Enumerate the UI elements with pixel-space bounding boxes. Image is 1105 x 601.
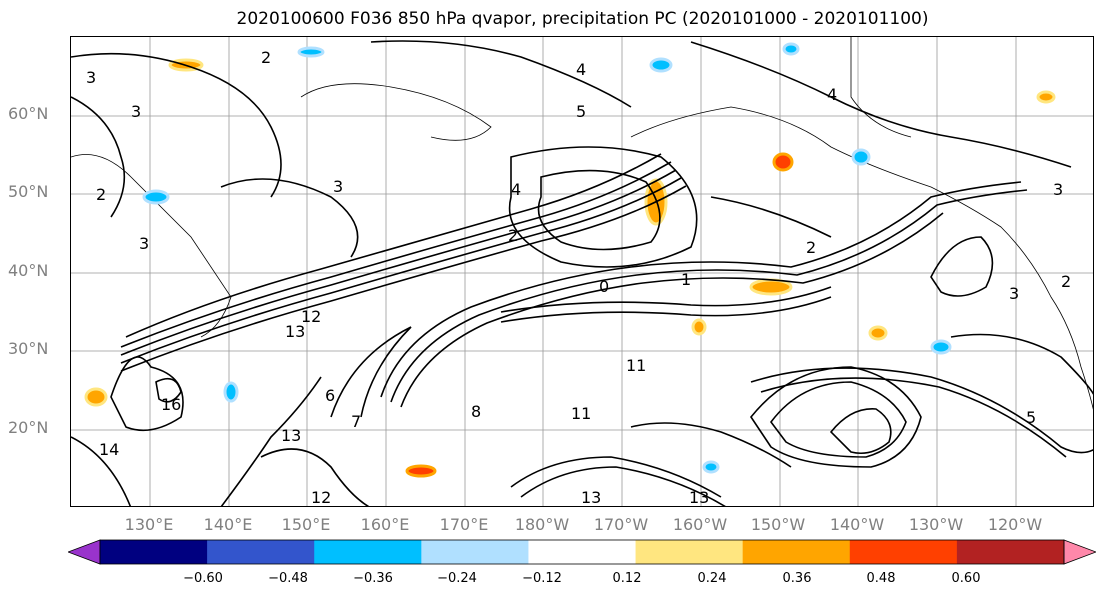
colorbar-segment — [99, 539, 1065, 565]
contour-label: 13 — [285, 322, 305, 341]
coastlines — [71, 37, 1093, 410]
colorbar-segment — [956, 540, 1065, 564]
contour-label: 12 — [311, 488, 331, 507]
colorbar-segment — [742, 540, 851, 564]
colorbar-segment — [1063, 539, 1098, 565]
contour-label: 3 — [86, 68, 96, 87]
contour-label: 4 — [511, 180, 521, 199]
contour-label: 13 — [689, 488, 709, 507]
colorbar-tick: −0.36 — [353, 571, 393, 586]
colorbar-tick: −0.12 — [522, 571, 562, 586]
lon-label: 170°E — [439, 515, 489, 534]
contour-label: 5 — [576, 102, 586, 121]
contour-labels: 2 3 3 4 3 2 3 4 2 0 1 2 3 4 5 12 13 11 8… — [86, 48, 1071, 507]
colorbar-segment — [528, 540, 637, 564]
contour-label: 2 — [508, 226, 518, 245]
contour-label: 1 — [681, 270, 691, 289]
lon-label: 170°W — [593, 515, 649, 534]
colorbar-tick: 0.12 — [612, 571, 642, 586]
colorbar-svg — [66, 539, 1098, 565]
colorbar-tick: 0.48 — [866, 571, 896, 586]
map-panel: 2 3 3 4 3 2 3 4 2 0 1 2 3 4 5 12 13 11 8… — [70, 36, 1094, 507]
colorbar-tick: 0.36 — [782, 571, 812, 586]
contour-label: 14 — [99, 440, 119, 459]
precipitation-shading — [84, 42, 1056, 478]
contour-label: 16 — [161, 395, 181, 414]
contour-label: 11 — [626, 356, 646, 375]
lon-label: 160°W — [672, 515, 728, 534]
lon-label: 130°E — [124, 515, 174, 534]
colorbar — [66, 539, 1098, 565]
contour-label: 13 — [281, 426, 301, 445]
lon-label: 140°W — [829, 515, 885, 534]
contour-label: 3 — [131, 102, 141, 121]
contour-label: 6 — [325, 386, 335, 405]
lat-label-30n: 30°N — [8, 339, 49, 358]
lat-label-40n: 40°N — [8, 261, 49, 280]
colorbar-tick: −0.48 — [268, 571, 308, 586]
lon-label: 130°W — [908, 515, 964, 534]
contour-label: 2 — [261, 48, 271, 67]
colorbar-tick: 0.60 — [951, 571, 981, 586]
contour-label: 13 — [581, 488, 601, 507]
contour-label: 8 — [471, 402, 481, 421]
colorbar-tick: −0.60 — [183, 571, 223, 586]
qvapor-contours — [71, 40, 1093, 506]
contour-label: 3 — [139, 234, 149, 253]
map-canvas: 2 3 3 4 3 2 3 4 2 0 1 2 3 4 5 12 13 11 8… — [71, 37, 1093, 507]
colorbar-segment — [100, 540, 208, 564]
colorbar-tick: 0.24 — [697, 571, 727, 586]
lon-label: 140°E — [203, 515, 253, 534]
colorbar-segment — [314, 540, 422, 564]
contour-label: 3 — [1009, 284, 1019, 303]
colorbar-segment — [66, 539, 101, 565]
lon-label: 120°W — [987, 515, 1043, 534]
contour-label: 4 — [576, 60, 586, 79]
colorbar-segment — [635, 540, 744, 564]
contour-label: 2 — [96, 185, 106, 204]
lon-label: 150°W — [750, 515, 806, 534]
contour-label: 0 — [599, 277, 609, 296]
colorbar-tick: −0.24 — [437, 571, 477, 586]
colorbar-segment — [421, 540, 529, 564]
colorbar-segment — [849, 540, 958, 564]
contour-label: 12 — [301, 307, 321, 326]
map-title: 2020100600 F036 850 hPa qvapor, precipit… — [236, 9, 929, 29]
lat-label-60n: 60°N — [8, 104, 49, 123]
lon-label: 180°W — [514, 515, 570, 534]
contour-label: 3 — [333, 177, 343, 196]
lat-label-20n: 20°N — [8, 418, 49, 437]
lat-label-50n: 50°N — [8, 182, 49, 201]
contour-label: 2 — [806, 238, 816, 257]
lon-label: 160°E — [360, 515, 410, 534]
contour-label: 7 — [351, 412, 361, 431]
lon-label: 150°E — [281, 515, 331, 534]
contour-label: 2 — [1061, 272, 1071, 291]
contour-label: 5 — [1026, 408, 1036, 427]
contour-label: 11 — [571, 404, 591, 423]
contour-label: 3 — [1053, 180, 1063, 199]
contour-label: 4 — [827, 85, 837, 104]
colorbar-segment — [207, 540, 315, 564]
